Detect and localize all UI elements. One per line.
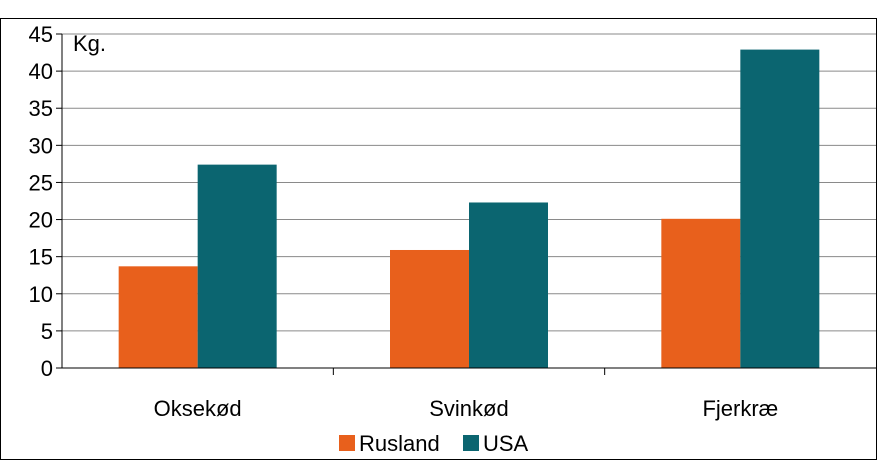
legend-label-rusland: Rusland [359, 431, 440, 456]
y-tick-label: 35 [29, 96, 53, 121]
x-tick-labels: Oksekød Svinkød Fjerkræ [154, 396, 779, 421]
bar-rusland-3 [661, 218, 741, 368]
y-tick-label: 20 [29, 208, 53, 233]
y-tick-label: 15 [29, 245, 53, 270]
bar-usa-3 [740, 49, 820, 368]
legend: Rusland USA [339, 431, 529, 456]
legend-swatch-usa [463, 435, 479, 451]
y-tick-label: 45 [29, 22, 53, 47]
y-tick-label: 25 [29, 170, 53, 195]
bars [118, 49, 820, 368]
y-tick-label: 40 [29, 59, 53, 84]
y-tick-label: 10 [29, 282, 53, 307]
legend-label-usa: USA [483, 431, 529, 456]
bar-usa-1 [197, 164, 277, 368]
y-tick-labels: 0 5 10 15 20 25 30 35 40 45 [29, 22, 53, 381]
legend-swatch-rusland [339, 435, 355, 451]
chart-title-fragment [0, 0, 879, 18]
x-tick-label: Fjerkræ [702, 396, 778, 421]
y-tick-label: 30 [29, 133, 53, 158]
bar-usa-2 [469, 202, 548, 368]
y-tick-label: 0 [41, 356, 53, 381]
y-tick-label: 5 [41, 319, 53, 344]
axes [56, 33, 876, 375]
bar-rusland-1 [118, 266, 198, 368]
x-tick-label: Svinkød [429, 396, 508, 421]
bar-rusland-2 [390, 249, 469, 368]
chart-frame: 0 5 10 15 20 25 30 35 40 45 Oksekød Svinkød Fjerkræ… [0, 18, 877, 460]
unit-label: Kg. [73, 31, 106, 56]
x-tick-label: Oksekød [154, 396, 242, 421]
bar-chart: 0 5 10 15 20 25 30 35 40 45 Oksekød Svinkød Fjerkræ… [29, 22, 876, 456]
